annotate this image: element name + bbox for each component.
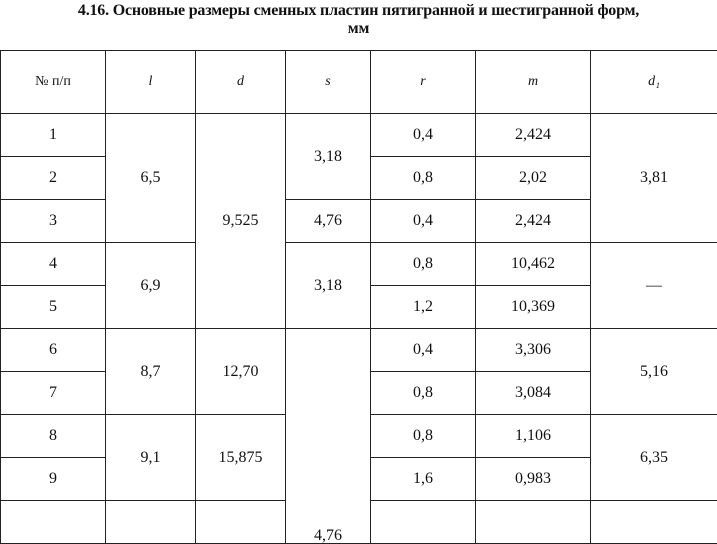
page-body: 4.16. Основные размеры сменных пластин п… — [0, 0, 717, 503]
cell: 3,084 — [476, 372, 591, 415]
cell: 12,70 — [196, 329, 286, 415]
cell — [476, 501, 591, 544]
row: 6 8,7 12,70 4,76 0,4 3,306 5,16 — [1, 329, 717, 372]
cell: 1,106 — [476, 415, 591, 458]
cell: 1,2 — [371, 286, 476, 329]
cell: 5,16 — [591, 329, 717, 415]
cell: 8 — [1, 415, 106, 458]
cell: 8,7 — [106, 329, 196, 415]
cell: 9,525 — [196, 114, 286, 329]
header-cell: r — [371, 51, 476, 114]
cell: — — [591, 243, 717, 329]
cell: 1 — [1, 114, 106, 157]
unit: мм — [0, 20, 717, 38]
cell: 4,76 — [286, 329, 371, 544]
cell: 10,462 — [476, 243, 591, 286]
cell: 3,18 — [286, 114, 371, 200]
cell: 0,983 — [476, 458, 591, 501]
row: 4 6,9 3,18 0,8 10,462 — — [1, 243, 717, 286]
cell: 6,35 — [591, 415, 717, 501]
header-cell: s — [286, 51, 371, 114]
cell: 6,5 — [106, 114, 196, 243]
cell: 0,4 — [371, 329, 476, 372]
cell: 3,306 — [476, 329, 591, 372]
cell: 5 — [1, 286, 106, 329]
cell: 0,8 — [371, 415, 476, 458]
cell: 2 — [1, 157, 106, 200]
header-cell: l — [106, 51, 196, 114]
cell: 0,8 — [371, 243, 476, 286]
cell: 2,424 — [476, 114, 591, 157]
header-cell: m — [476, 51, 591, 114]
cell: 0,8 — [371, 372, 476, 415]
header-cell: № п/п — [1, 51, 106, 114]
cell: 10,369 — [476, 286, 591, 329]
row: 1 6,5 9,525 3,18 0,4 2,424 3,81 — [1, 114, 717, 157]
cell: 9,1 — [106, 415, 196, 501]
cell: 3 — [1, 200, 106, 243]
header-cell: d — [196, 51, 286, 114]
cell: 2,02 — [476, 157, 591, 200]
cell: 0,4 — [371, 200, 476, 243]
cell — [1, 501, 106, 544]
cell — [106, 501, 196, 544]
cell: 0,8 — [371, 157, 476, 200]
cell: 2,424 — [476, 200, 591, 243]
table: № п/п l d s r m d₁ 1 6,5 9,525 3,18 0,4 … — [0, 50, 717, 544]
cell: 6 — [1, 329, 106, 372]
cell: 3,81 — [591, 114, 717, 243]
cell: 6,9 — [106, 243, 196, 329]
page: {"title": "4.16. Основные размеры сменны… — [0, 0, 717, 503]
cell: 3,18 — [286, 243, 371, 329]
cell: 7 — [1, 372, 106, 415]
title-block: 4.16. Основные размеры сменных пластин п… — [0, 0, 717, 50]
header-row: № п/п l d s r m d₁ — [1, 51, 717, 114]
header-cell: d₁ — [591, 51, 717, 114]
cell: 4,76 — [286, 200, 371, 243]
cell: 0,4 — [371, 114, 476, 157]
cell: 4 — [1, 243, 106, 286]
title: 4.16. Основные размеры сменных пластин п… — [0, 2, 717, 20]
cell — [591, 501, 717, 544]
cell: 9 — [1, 458, 106, 501]
cell: 15,875 — [196, 415, 286, 501]
cell — [196, 501, 286, 544]
cell — [371, 501, 476, 544]
cell: 1,6 — [371, 458, 476, 501]
